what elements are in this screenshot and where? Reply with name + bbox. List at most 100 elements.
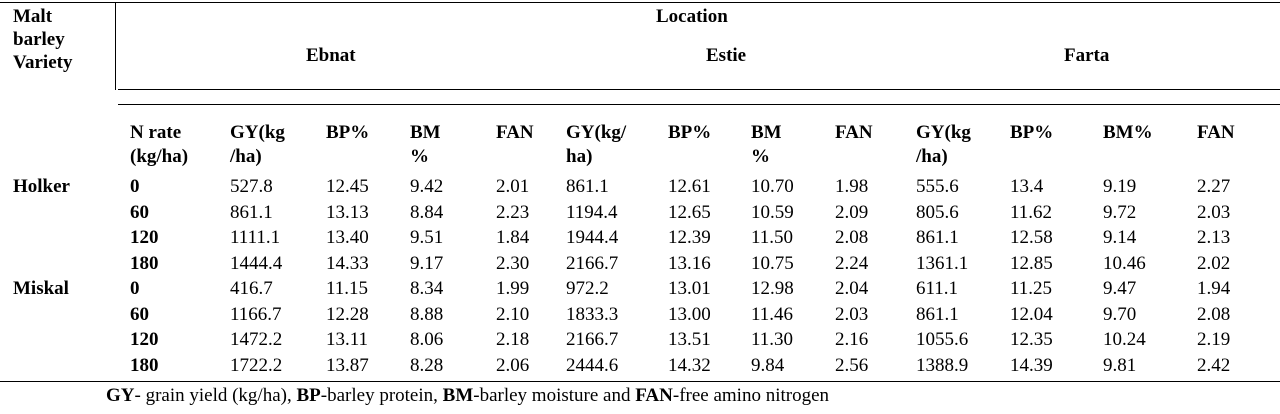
value-cell: 2166.7 <box>566 329 619 350</box>
column-header: FAN <box>496 122 534 143</box>
column-header: BM <box>410 122 441 143</box>
footnote-text: - grain yield (kg/ha), <box>134 385 297 406</box>
column-header: GY(kg <box>916 122 971 143</box>
value-cell: 1944.4 <box>566 227 619 248</box>
n-rate-cell: 60 <box>130 201 149 223</box>
variety-column-header: Malt <box>13 6 53 27</box>
value-cell: 2.56 <box>835 354 869 376</box>
value-cell: 9.81 <box>1103 354 1137 376</box>
column-header: /ha) <box>230 146 262 167</box>
value-cell: 2444.6 <box>566 354 619 376</box>
value-cell: 2.42 <box>1197 354 1231 376</box>
n-rate-cell: 180 <box>130 354 159 376</box>
value-cell: 8.84 <box>410 201 444 223</box>
value-cell: 13.4 <box>1010 176 1044 197</box>
value-cell: 13.01 <box>668 278 711 299</box>
n-rate-cell: 0 <box>130 176 140 197</box>
value-cell: 861.1 <box>566 176 609 197</box>
value-cell: 1166.7 <box>230 303 282 325</box>
value-cell: 12.61 <box>668 176 711 197</box>
column-header: BM% <box>1103 122 1153 143</box>
value-cell: 12.98 <box>751 278 794 299</box>
value-cell: 2.04 <box>835 278 869 299</box>
column-header: FAN <box>835 122 873 143</box>
value-cell: 8.28 <box>410 354 444 376</box>
value-cell: 1.94 <box>1197 278 1231 299</box>
value-cell: 1722.2 <box>230 354 283 376</box>
value-cell: 11.15 <box>326 278 369 299</box>
column-header: % <box>410 146 429 167</box>
value-cell: 2.30 <box>496 252 530 274</box>
value-cell: 13.87 <box>326 354 369 376</box>
location-ebnat: Ebnat <box>306 45 356 66</box>
footnote-term: FAN <box>635 385 673 406</box>
value-cell: 1055.6 <box>916 329 969 350</box>
footnote-text: -barley protein, <box>320 385 443 406</box>
value-cell: 12.39 <box>668 227 711 248</box>
value-cell: 9.70 <box>1103 303 1137 325</box>
value-cell: 861.1 <box>916 303 959 325</box>
value-cell: 2.03 <box>1197 201 1231 223</box>
value-cell: 9.51 <box>410 227 444 248</box>
value-cell: 611.1 <box>916 278 959 299</box>
variety-name: Holker <box>13 176 70 197</box>
table-footnote: GY- grain yield (kg/ha), BP-barley prote… <box>106 385 829 407</box>
footnote-term: BM <box>442 385 474 406</box>
value-cell: 805.6 <box>916 201 959 223</box>
value-cell: 1.98 <box>835 176 869 197</box>
top-rule <box>0 2 1280 3</box>
value-cell: 2166.7 <box>566 252 619 274</box>
location-header: Location <box>656 6 728 27</box>
value-cell: 555.6 <box>916 176 959 197</box>
value-cell: 8.06 <box>410 329 444 350</box>
value-cell: 1444.4 <box>230 252 283 274</box>
n-rate-column-header: N rate <box>130 122 182 143</box>
value-cell: 12.04 <box>1010 303 1053 325</box>
column-header: /ha) <box>916 146 948 167</box>
value-cell: 2.03 <box>835 303 869 325</box>
location-estie: Estie <box>706 45 747 66</box>
value-cell: 11.25 <box>1010 278 1053 299</box>
value-cell: 1194.4 <box>566 201 618 223</box>
header-divider <box>115 2 116 90</box>
column-header: GY(kg <box>230 122 285 143</box>
n-rate-cell: 60 <box>130 303 149 325</box>
variety-column-header: barley <box>13 29 65 50</box>
value-cell: 12.85 <box>1010 252 1053 274</box>
value-cell: 9.47 <box>1103 278 1137 299</box>
value-cell: 2.19 <box>1197 329 1231 350</box>
value-cell: 13.00 <box>668 303 711 325</box>
value-cell: 11.30 <box>751 329 794 350</box>
value-cell: 13.16 <box>668 252 711 274</box>
column-header: FAN <box>1197 122 1235 143</box>
value-cell: 861.1 <box>230 201 273 223</box>
value-cell: 1111.1 <box>230 227 281 248</box>
value-cell: 972.2 <box>566 278 609 299</box>
value-cell: 1.84 <box>496 227 530 248</box>
value-cell: 12.45 <box>326 176 369 197</box>
footnote-text: -free amino nitrogen <box>672 385 830 406</box>
value-cell: 2.27 <box>1197 176 1231 197</box>
value-cell: 1361.1 <box>916 252 969 274</box>
value-cell: 1388.9 <box>916 354 969 376</box>
n-rate-cell: 120 <box>130 227 159 248</box>
value-cell: 2.08 <box>835 227 869 248</box>
value-cell: 8.34 <box>410 278 444 299</box>
value-cell: 10.59 <box>751 201 794 223</box>
value-cell: 2.10 <box>496 303 530 325</box>
value-cell: 9.72 <box>1103 201 1137 223</box>
value-cell: 9.17 <box>410 252 444 274</box>
value-cell: 2.16 <box>835 329 869 350</box>
value-cell: 10.46 <box>1103 252 1146 274</box>
column-header: BM <box>751 122 782 143</box>
column-header: % <box>751 146 770 167</box>
value-cell: 861.1 <box>916 227 959 248</box>
value-cell: 10.70 <box>751 176 794 197</box>
value-cell: 2.09 <box>835 201 869 223</box>
value-cell: 14.32 <box>668 354 711 376</box>
bottom-rule <box>0 381 1280 382</box>
value-cell: 9.84 <box>751 354 785 376</box>
value-cell: 12.28 <box>326 303 369 325</box>
value-cell: 11.46 <box>751 303 794 325</box>
value-cell: 2.08 <box>1197 303 1231 325</box>
